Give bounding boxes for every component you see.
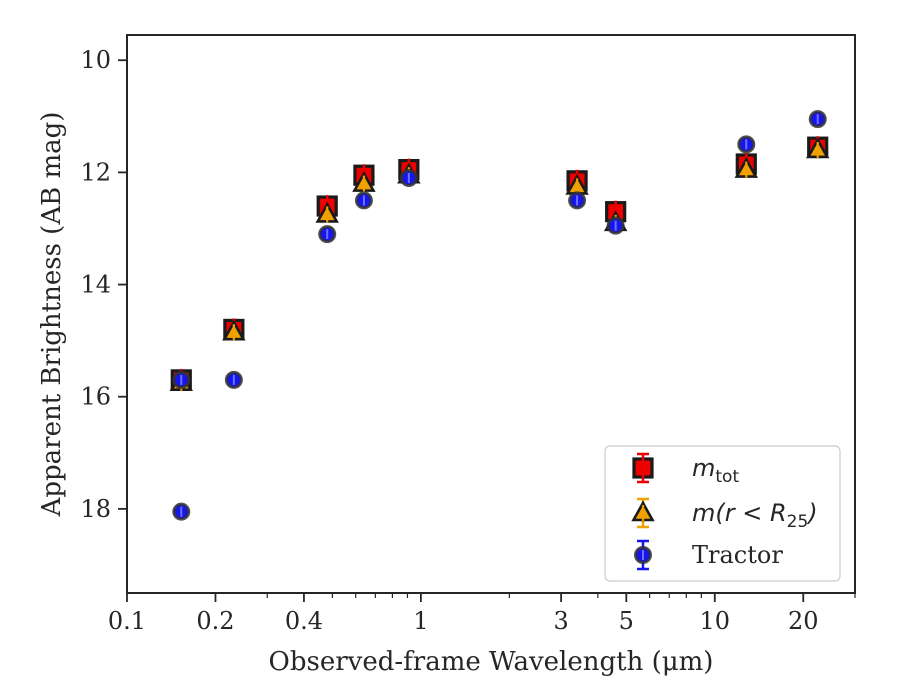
circle-series-point bbox=[808, 110, 827, 129]
y-axis-title: Apparent Brightness (AB mag) bbox=[37, 112, 67, 518]
y-tick-label: 10 bbox=[80, 46, 111, 74]
legend-item-square: mtot bbox=[632, 452, 739, 487]
circle-series-point bbox=[172, 502, 191, 521]
y-tick-label: 14 bbox=[80, 271, 111, 299]
legend: mtot m(r < R25) Tractor bbox=[604, 445, 841, 582]
x-tick-label: 3 bbox=[553, 607, 568, 635]
x-tick-label: 10 bbox=[700, 607, 731, 635]
triangle-series-point bbox=[805, 137, 830, 159]
x-tick-label: 5 bbox=[619, 607, 634, 635]
circle-series-point bbox=[318, 225, 337, 244]
triangle-series-point bbox=[734, 156, 759, 178]
legend-label-circle: Tractor bbox=[692, 541, 783, 569]
legend-item-circle: Tractor bbox=[634, 539, 783, 571]
legend-box bbox=[604, 445, 841, 582]
x-tick-label: 0.2 bbox=[196, 607, 234, 635]
marks-layer bbox=[169, 110, 830, 521]
x-tick-label: 20 bbox=[788, 607, 819, 635]
circle-series-point bbox=[399, 169, 418, 188]
y-tick-label: 12 bbox=[80, 158, 111, 186]
circle-series-point bbox=[172, 370, 191, 389]
triangle-series-point bbox=[352, 170, 376, 192]
legend-marker bbox=[632, 457, 654, 479]
x-tick-label: 1 bbox=[413, 607, 428, 635]
legend-marker bbox=[631, 500, 655, 522]
axes-layer: 0.1 0.2 0.4 1 3 5 10 20 10 12 14 16 18 bbox=[80, 34, 856, 635]
legend-label-triangle: m(r < R25) bbox=[692, 499, 818, 532]
circle-series-point bbox=[568, 191, 587, 210]
circle-series-point bbox=[354, 191, 373, 210]
x-tick-label: 0.4 bbox=[285, 607, 323, 635]
y-tick-label: 16 bbox=[80, 383, 111, 411]
plot-frame bbox=[126, 34, 856, 594]
y-tick-label: 18 bbox=[80, 495, 111, 523]
triangle-series-point bbox=[222, 319, 246, 341]
circle-series-point bbox=[606, 216, 625, 235]
x-axis-title: Observed-frame Wavelength (μm) bbox=[269, 647, 714, 677]
triangle-series-point bbox=[315, 201, 339, 223]
x-tick-label: 0.1 bbox=[108, 607, 146, 635]
legend-item-triangle: m(r < R25) bbox=[631, 497, 818, 532]
legend-label-square: mtot bbox=[692, 454, 739, 487]
circle-series-point bbox=[737, 135, 756, 154]
legend-marker bbox=[634, 546, 652, 564]
circle-series-point bbox=[224, 370, 243, 389]
